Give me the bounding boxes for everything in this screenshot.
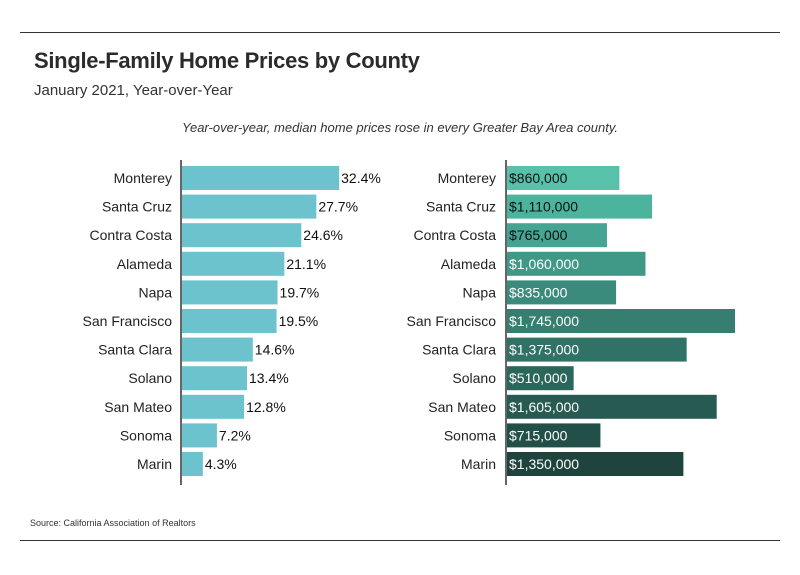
price-category-label: San Mateo (428, 399, 496, 415)
price-bar (507, 280, 617, 305)
price-category-label: Alameda (441, 256, 496, 272)
source-note: Source: California Association of Realto… (30, 518, 196, 528)
pct-value-label: 27.7% (318, 199, 358, 215)
price-bar (507, 394, 717, 419)
pct-value-label: 13.4% (249, 370, 289, 386)
price-category-label: Napa (463, 284, 497, 300)
pct-bar (182, 309, 277, 333)
price-bar (507, 251, 646, 276)
price-bar (507, 166, 620, 190)
price-value-label: $1,605,000 (509, 399, 579, 415)
price-category-label: Santa Cruz (426, 199, 496, 215)
pct-value-label: 32.4% (341, 170, 381, 186)
pct-category-label: San Mateo (104, 399, 172, 415)
price-value-label: $1,060,000 (509, 256, 579, 272)
pct-value-label: 14.6% (255, 342, 295, 358)
chart-subtitle: January 2021, Year-over-Year (34, 82, 233, 99)
price-bar (507, 194, 653, 219)
pct-value-label: 21.1% (286, 256, 326, 272)
pct-bar (182, 166, 340, 190)
price-value-label: $1,745,000 (509, 313, 579, 329)
pct-category-label: Alameda (117, 256, 172, 272)
pct-bar (182, 423, 217, 448)
price-value-label: $715,000 (509, 427, 568, 443)
price-bar (507, 309, 735, 333)
chart-title: Single-Family Home Prices by County (34, 48, 420, 73)
price-bar (507, 423, 601, 448)
pct-category-label: Santa Cruz (102, 199, 172, 215)
price-category-label: Sonoma (444, 427, 496, 443)
price-bar (507, 223, 607, 248)
price-category-label: San Francisco (407, 313, 497, 329)
pct-category-label: Monterey (114, 170, 172, 186)
pct-bar (182, 452, 203, 476)
pct-bar (182, 366, 247, 391)
pct-value-label: 4.3% (205, 456, 237, 472)
price-value-label: $510,000 (509, 370, 568, 386)
pct-category-label: San Francisco (83, 313, 173, 329)
price-value-label: $860,000 (509, 170, 568, 186)
pct-category-label: Sonoma (120, 427, 172, 443)
price-category-label: Santa Clara (422, 342, 496, 358)
top-rule (20, 32, 780, 33)
pct-value-label: 19.7% (280, 284, 320, 300)
bottom-rule (20, 540, 780, 541)
pct-value-label: 12.8% (246, 399, 286, 415)
price-category-label: Monterey (438, 170, 496, 186)
price-category-label: Solano (452, 370, 496, 386)
price-value-label: $765,000 (509, 227, 568, 243)
price-bar (507, 366, 574, 391)
pct-category-label: Napa (139, 284, 173, 300)
price-value-label: $1,350,000 (509, 456, 579, 472)
pct-bar (182, 251, 285, 276)
pct-bar (182, 223, 302, 248)
price-bar (507, 337, 687, 362)
price-value-label: $1,110,000 (509, 199, 578, 215)
price-bar (507, 452, 684, 476)
pct-category-label: Solano (128, 370, 172, 386)
pct-bar (182, 194, 317, 219)
price-category-label: Contra Costa (414, 227, 497, 243)
pct-bar (182, 337, 253, 362)
chart-annotation: Year-over-year, median home prices rose … (182, 120, 618, 135)
price-value-label: $1,375,000 (509, 342, 579, 358)
pct-bar (182, 280, 278, 305)
pct-value-label: 7.2% (219, 427, 251, 443)
price-value-label: $835,000 (509, 284, 568, 300)
pct-category-label: Marin (137, 456, 172, 472)
pct-value-label: 24.6% (303, 227, 343, 243)
pct-category-label: Contra Costa (90, 227, 173, 243)
pct-bar (182, 394, 245, 419)
pct-category-label: Santa Clara (98, 342, 172, 358)
price-category-label: Marin (461, 456, 496, 472)
pct-value-label: 19.5% (279, 313, 319, 329)
